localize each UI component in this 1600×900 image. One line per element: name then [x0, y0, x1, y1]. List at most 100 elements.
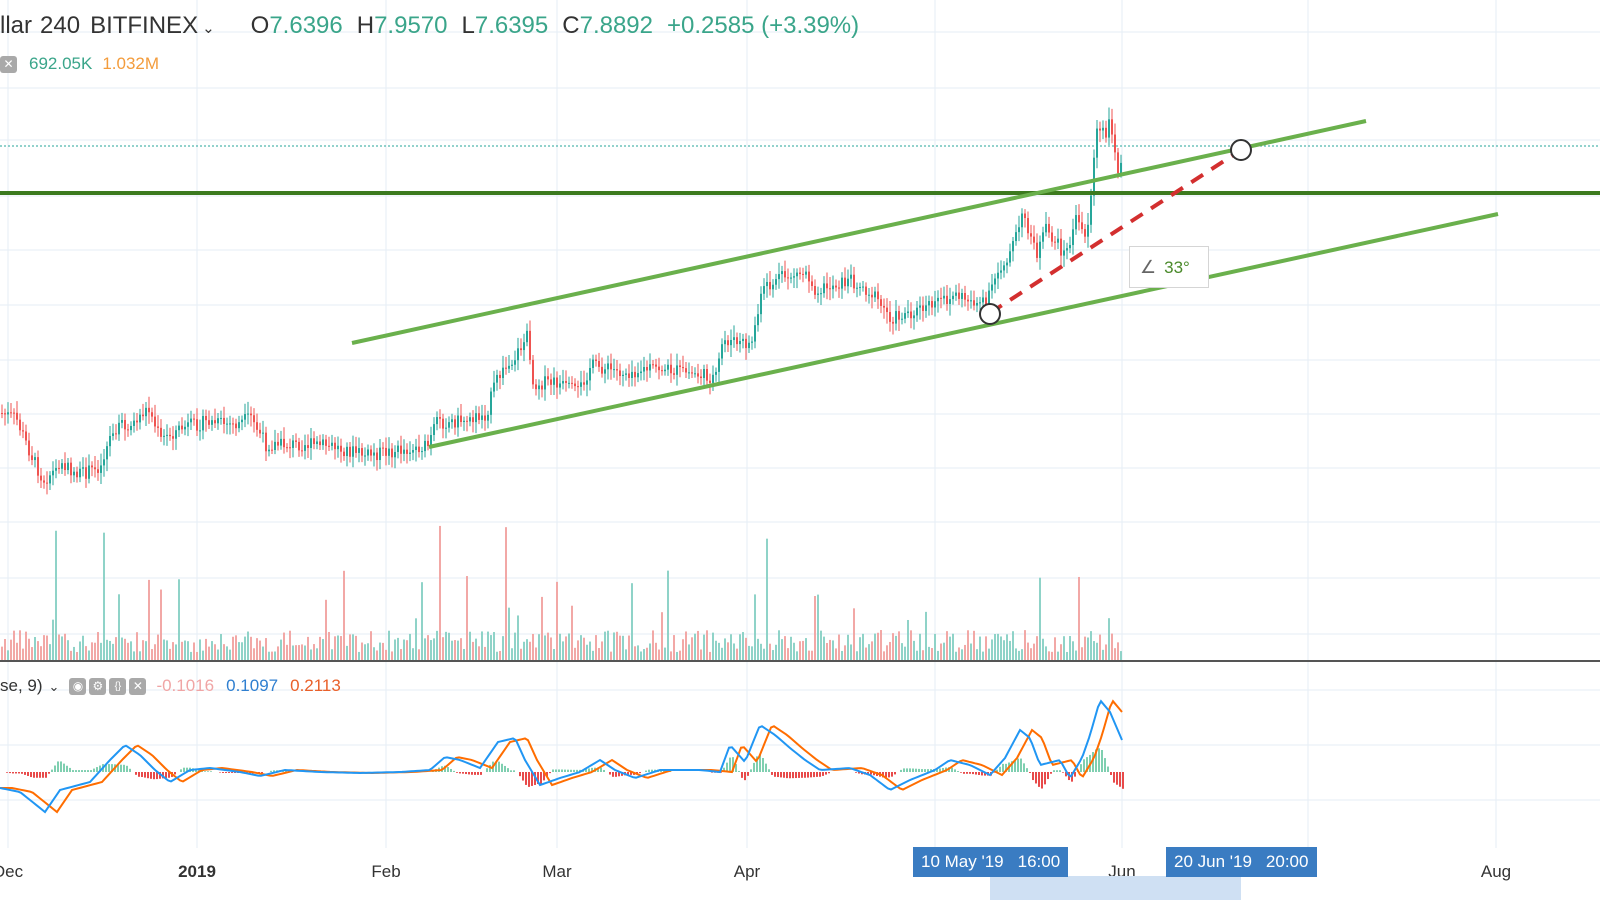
candle-body — [61, 463, 63, 469]
volume-bar — [868, 644, 870, 660]
channel-lower-line[interactable] — [428, 212, 1499, 449]
macd-hist-bar — [1056, 770, 1058, 772]
volume-bar — [574, 647, 576, 660]
candle-body — [646, 367, 648, 371]
volume-bar — [1009, 640, 1011, 660]
candle-body — [511, 364, 513, 366]
eye-icon[interactable]: ◉ — [69, 678, 87, 696]
volume-bar — [1111, 633, 1113, 660]
volume-bar — [304, 645, 306, 660]
candle-body — [601, 366, 603, 374]
candle-body — [1009, 251, 1011, 263]
candle-body — [769, 281, 771, 290]
macd-hist-bar — [738, 770, 740, 772]
volume-bar — [553, 649, 555, 660]
candle-body — [1084, 229, 1086, 237]
volume-bar — [772, 650, 774, 660]
candle-body — [403, 449, 405, 454]
macd-hist-bar — [558, 769, 560, 772]
candle-body — [859, 286, 861, 288]
volume-bar — [1018, 650, 1020, 660]
volume-bar — [289, 630, 291, 660]
candle-body — [913, 315, 915, 319]
trend-angle-line[interactable] — [988, 148, 1243, 315]
x-tick-dec: Dec — [0, 862, 24, 881]
macd-hist-bar — [471, 772, 473, 775]
candle-body — [346, 446, 348, 457]
candle-body — [505, 367, 507, 369]
volume-bar — [82, 635, 84, 660]
volume-bar — [1030, 648, 1032, 660]
channel-upper-line[interactable] — [351, 119, 1367, 345]
candle-body — [49, 475, 51, 484]
candle-body — [685, 368, 687, 373]
volume-bar — [952, 633, 954, 660]
volume-bar — [13, 630, 15, 660]
trend-anchor-start[interactable] — [979, 303, 1001, 325]
symbol-name[interactable]: llar — [0, 12, 33, 39]
candle-body — [904, 313, 906, 319]
volume-bar — [454, 640, 456, 660]
interval-label[interactable]: 240 — [40, 12, 81, 39]
close-icon[interactable]: ✕ — [129, 678, 147, 696]
candle-body — [460, 415, 462, 423]
volume-bar — [439, 525, 441, 660]
candle-body — [292, 440, 294, 448]
candle-body — [751, 341, 753, 343]
macd-hist-bar — [78, 770, 80, 772]
candle-body — [382, 447, 384, 449]
volume-ma-value: 1.032M — [102, 54, 160, 73]
macd-hist-bar — [741, 772, 743, 778]
macd-hist-bar — [747, 772, 749, 776]
volume-bar — [523, 641, 525, 660]
macd-hist-bar — [183, 767, 185, 772]
candle-body — [172, 436, 174, 439]
candle-body — [46, 482, 48, 484]
volume-bar — [733, 643, 735, 660]
chevron-down-icon[interactable]: ⌄ — [48, 679, 60, 694]
volume-bar — [643, 649, 645, 660]
macd-hist-bar — [129, 768, 131, 772]
chevron-down-icon[interactable]: ⌄ — [202, 20, 215, 37]
macd-hist-bar — [900, 769, 902, 772]
volume-bar — [880, 630, 882, 660]
volume-bar — [565, 636, 567, 660]
candle-body — [247, 413, 249, 415]
candle-body — [916, 307, 918, 316]
candle-body — [997, 272, 999, 279]
exchange-label[interactable]: BITFINEX — [90, 12, 199, 39]
volume-bar — [826, 642, 828, 660]
candle-body — [1069, 245, 1071, 249]
volume-bar — [913, 640, 915, 660]
macd-hist-bar — [576, 769, 578, 772]
symbol-header: llar 240 BITFINEX ⌄ O7.6396 H7.9570 L7.6395 C7.… — [0, 12, 873, 40]
angle-label-box[interactable]: ∠ 33° — [1129, 246, 1209, 288]
candle-body — [820, 293, 822, 295]
trend-anchor-end[interactable] — [1230, 139, 1252, 161]
macd-params[interactable]: se, 9) — [0, 676, 43, 695]
volume-bar — [163, 639, 165, 660]
volume-bar — [67, 640, 69, 660]
candle-body — [457, 415, 459, 428]
macd-hist-bar — [33, 772, 35, 778]
candle-body — [397, 445, 399, 452]
source-code-icon[interactable]: {} — [109, 678, 127, 696]
settings-icon[interactable]: ⚙ — [89, 678, 107, 696]
candle-body — [901, 318, 903, 320]
candle-body — [640, 371, 642, 374]
volume-bar — [208, 646, 210, 660]
macd-hist-bar — [24, 772, 26, 775]
candle-body — [727, 340, 729, 346]
macd-hist-bar — [903, 768, 905, 772]
volume-bar — [949, 636, 951, 660]
macd-hist-bar — [936, 768, 938, 772]
volume-bar — [730, 634, 732, 660]
candle-body — [226, 423, 228, 425]
volume-bar — [538, 634, 540, 660]
volume-bar — [481, 631, 483, 660]
macd-hist-bar — [609, 772, 611, 775]
close-icon[interactable]: ✕ — [0, 56, 17, 74]
volume-bar — [346, 645, 348, 660]
volume-bar — [1114, 648, 1116, 660]
